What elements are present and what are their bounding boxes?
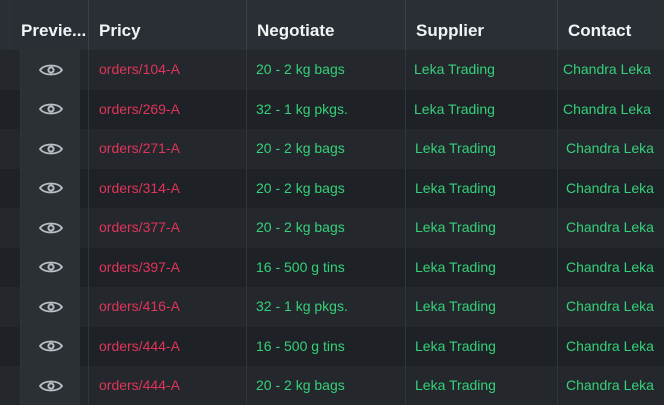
order-link[interactable]: orders/444-A xyxy=(88,366,246,405)
eye-icon[interactable] xyxy=(38,260,63,274)
contact-cell: Chandra Leka xyxy=(557,326,664,366)
negotiate-cell: 20 - 2 kg bags xyxy=(246,50,405,90)
eye-icon[interactable] xyxy=(38,221,63,235)
preview-cell[interactable] xyxy=(20,287,80,327)
supplier-cell: Leka Trading xyxy=(405,247,557,287)
contact-cell: Chandra Leka xyxy=(557,129,664,169)
eye-icon[interactable] xyxy=(38,181,63,195)
column-header-negotiate[interactable]: Negotiate xyxy=(246,0,405,50)
table-row[interactable]: orders/377-A 20 - 2 kg bags Leka Trading… xyxy=(0,208,664,248)
table-row[interactable]: orders/444-A 16 - 500 g tins Leka Tradin… xyxy=(0,326,664,366)
order-link[interactable]: orders/377-A xyxy=(88,208,246,248)
preview-cell[interactable] xyxy=(20,50,80,90)
eye-icon[interactable] xyxy=(38,339,63,353)
table-row[interactable]: orders/416-A 32 - 1 kg pkgs. Leka Tradin… xyxy=(0,287,664,327)
order-link[interactable]: orders/269-A xyxy=(88,89,246,129)
column-header-supplier[interactable]: Supplier xyxy=(405,0,557,50)
supplier-cell: Leka Trading xyxy=(405,366,557,405)
contact-cell: Chandra Leka xyxy=(557,89,664,129)
negotiate-cell: 32 - 1 kg pkgs. xyxy=(246,287,405,327)
supplier-cell: Leka Trading xyxy=(405,50,557,90)
table-row[interactable]: orders/104-A 20 - 2 kg bags Leka Trading… xyxy=(0,50,664,90)
preview-cell[interactable] xyxy=(20,326,80,366)
negotiate-cell: 16 - 500 g tins xyxy=(246,326,405,366)
table-row[interactable]: orders/271-A 20 - 2 kg bags Leka Trading… xyxy=(0,129,664,169)
preview-cell[interactable] xyxy=(20,366,80,405)
order-link[interactable]: orders/416-A xyxy=(88,287,246,327)
eye-icon[interactable] xyxy=(38,142,63,156)
eye-icon[interactable] xyxy=(38,379,63,393)
preview-cell[interactable] xyxy=(20,89,80,129)
preview-cell[interactable] xyxy=(20,208,80,248)
negotiate-cell: 20 - 2 kg bags xyxy=(246,168,405,208)
negotiate-cell: 16 - 500 g tins xyxy=(246,247,405,287)
contact-cell: Chandra Leka xyxy=(557,208,664,248)
negotiate-cell: 20 - 2 kg bags xyxy=(246,129,405,169)
supplier-cell: Leka Trading xyxy=(405,326,557,366)
table-row[interactable]: orders/269-A 32 - 1 kg pkgs. Leka Tradin… xyxy=(0,89,664,129)
supplier-cell: Leka Trading xyxy=(405,89,557,129)
eye-icon[interactable] xyxy=(38,63,63,77)
order-link[interactable]: orders/397-A xyxy=(88,247,246,287)
column-header-pricy[interactable]: Pricy xyxy=(88,0,246,50)
negotiate-cell: 32 - 1 kg pkgs. xyxy=(246,89,405,129)
table-row[interactable]: orders/444-A 20 - 2 kg bags Leka Trading… xyxy=(0,366,664,405)
supplier-cell: Leka Trading xyxy=(405,168,557,208)
order-link[interactable]: orders/271-A xyxy=(88,129,246,169)
negotiate-cell: 20 - 2 kg bags xyxy=(246,208,405,248)
column-header-contact[interactable]: Contact xyxy=(557,0,664,50)
column-header-preview[interactable]: Previe... xyxy=(9,0,89,50)
contact-cell: Chandra Leka xyxy=(557,168,664,208)
supplier-cell: Leka Trading xyxy=(405,208,557,248)
preview-cell[interactable] xyxy=(20,247,80,287)
eye-icon[interactable] xyxy=(38,300,63,314)
eye-icon[interactable] xyxy=(38,102,63,116)
grid-header: Previe... Pricy Negotiate Supplier Conta… xyxy=(0,0,664,51)
order-link[interactable]: orders/444-A xyxy=(88,326,246,366)
preview-cell[interactable] xyxy=(20,168,80,208)
table-row[interactable]: orders/397-A 16 - 500 g tins Leka Tradin… xyxy=(0,247,664,287)
contact-cell: Chandra Leka xyxy=(557,287,664,327)
grid-body: orders/104-A 20 - 2 kg bags Leka Trading… xyxy=(0,50,664,405)
order-link[interactable]: orders/314-A xyxy=(88,168,246,208)
contact-cell: Chandra Leka xyxy=(557,366,664,405)
supplier-cell: Leka Trading xyxy=(405,129,557,169)
preview-cell[interactable] xyxy=(20,129,80,169)
supplier-cell: Leka Trading xyxy=(405,287,557,327)
negotiate-cell: 20 - 2 kg bags xyxy=(246,366,405,405)
contact-cell: Chandra Leka xyxy=(557,50,664,90)
table-row[interactable]: orders/314-A 20 - 2 kg bags Leka Trading… xyxy=(0,168,664,208)
order-link[interactable]: orders/104-A xyxy=(88,50,246,90)
contact-cell: Chandra Leka xyxy=(557,247,664,287)
